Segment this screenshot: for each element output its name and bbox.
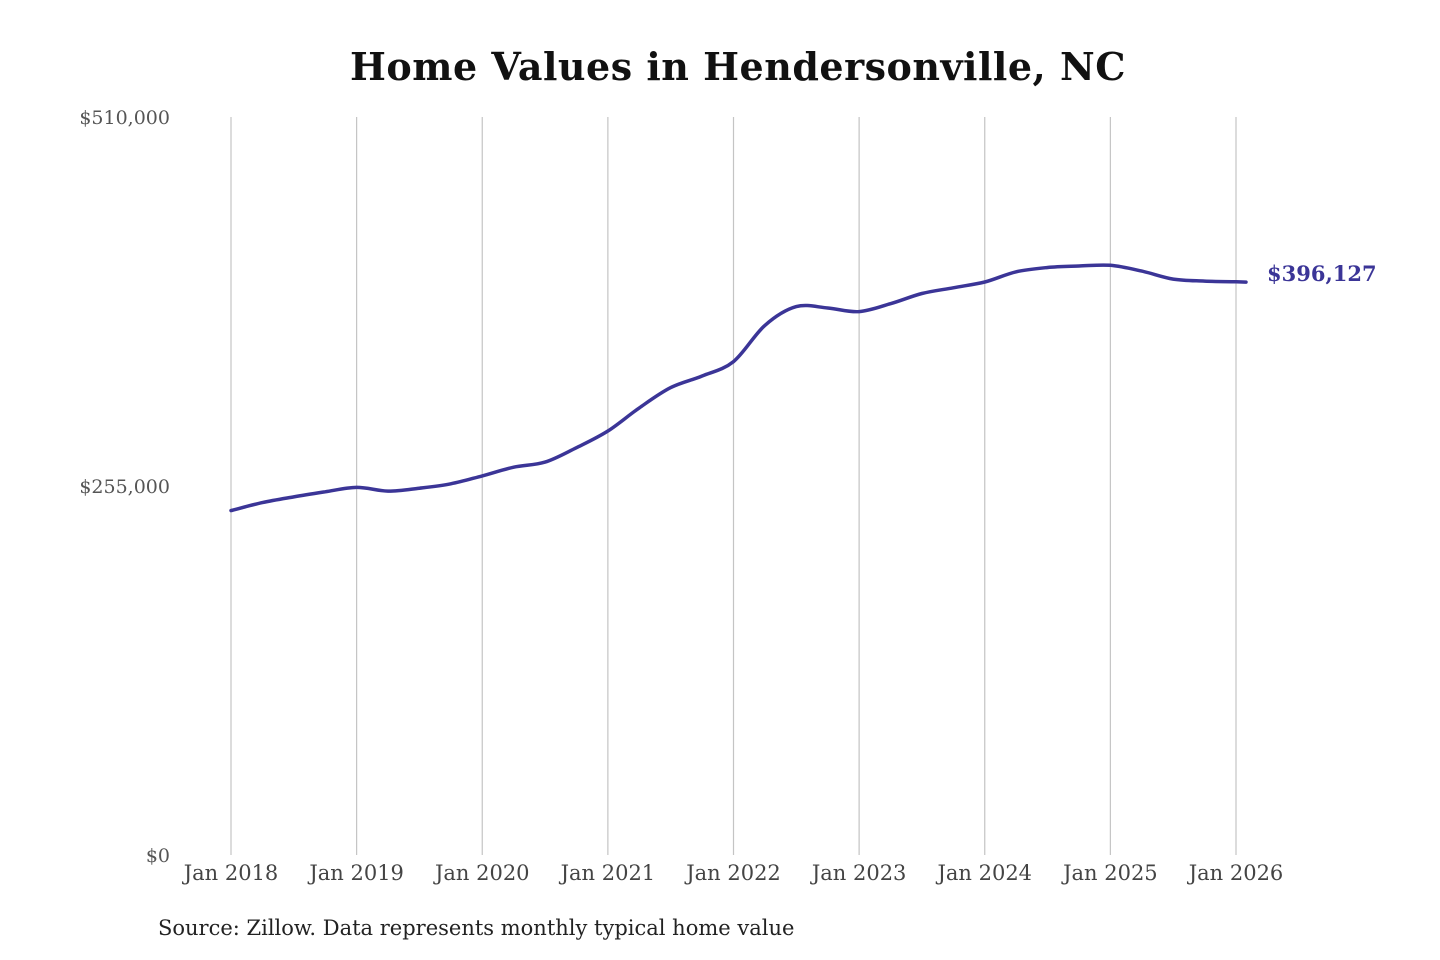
x-axis-ticks: Jan 2018 Jan 2019 Jan 2020 Jan 2021 Jan 2022… <box>182 861 1284 885</box>
end-value-label: $396,127 <box>1267 261 1377 286</box>
y-tick-label: $255,000 <box>79 476 170 498</box>
chart-title: Home Values in Hendersonville, NC <box>350 44 1126 89</box>
x-tick-label: Jan 2018 <box>182 861 279 885</box>
x-tick-label: Jan 2025 <box>1061 861 1158 885</box>
data-labels: $396,127 <box>1267 261 1377 286</box>
x-tick-label: Jan 2023 <box>810 861 907 885</box>
series-layer <box>229 263 1248 513</box>
gridlines <box>230 117 1237 855</box>
y-axis-ticks: $0 $255,000 $510,000 <box>79 107 170 867</box>
x-tick-label: Jan 2020 <box>433 861 530 885</box>
x-tick-label: Jan 2019 <box>307 861 404 885</box>
x-tick-label: Jan 2022 <box>684 861 781 885</box>
source-note: Source: Zillow. Data represents monthly … <box>158 916 795 940</box>
x-tick-label: Jan 2024 <box>935 861 1032 885</box>
x-tick-label: Jan 2021 <box>559 861 656 885</box>
y-tick-label: $510,000 <box>79 107 170 129</box>
series-line <box>229 263 1248 513</box>
x-tick-label: Jan 2026 <box>1187 861 1284 885</box>
y-tick-label: $0 <box>146 845 170 867</box>
